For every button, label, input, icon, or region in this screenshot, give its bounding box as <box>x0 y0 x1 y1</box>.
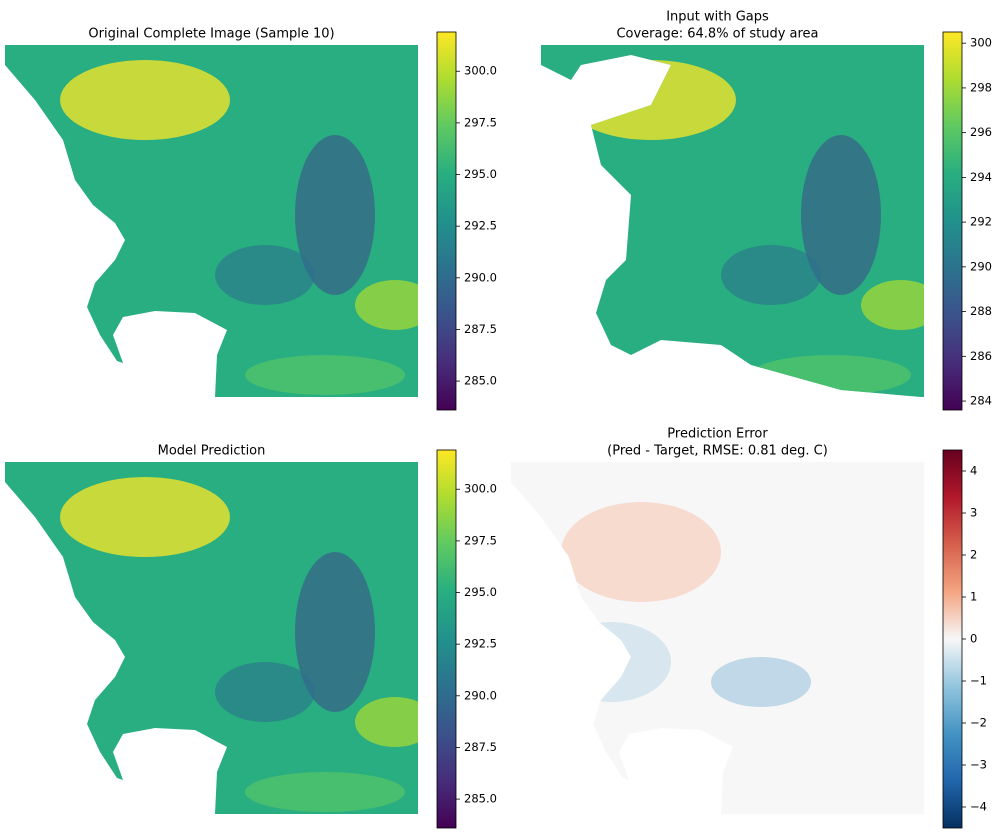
chart-subtitle: Coverage: 64.8% of study area <box>616 27 818 42</box>
colorbar-tick-label: 297.5 <box>464 115 497 129</box>
colorbar-tick-label: 287.5 <box>464 740 497 754</box>
colorbar-tick-label: −2 <box>970 716 987 730</box>
colorbar-tick-label: 294 <box>970 170 992 184</box>
colorbar-tick-label: 295.0 <box>464 167 497 181</box>
texture <box>295 135 375 295</box>
colorbar-tick-label: 298 <box>970 80 992 94</box>
texture <box>60 477 230 557</box>
colorbar-tick-label: −4 <box>970 800 987 814</box>
colorbar-tick-label: 292 <box>970 215 992 229</box>
colorbar-tick-label: 292.5 <box>464 637 497 651</box>
texture <box>355 697 418 747</box>
texture <box>295 552 375 712</box>
chart-title: Prediction Error <box>667 427 768 442</box>
texture <box>566 60 736 140</box>
colorbar-tick-label: 300.0 <box>464 64 497 78</box>
colorbar-tick-label: −3 <box>970 758 987 772</box>
colorbar-tick-label: −1 <box>970 674 987 688</box>
colorbar-tick-label: 1 <box>970 590 977 604</box>
colorbar <box>942 449 963 829</box>
colorbar-tick-label: 296 <box>970 125 992 139</box>
colorbar-tick-label: 284 <box>970 394 992 408</box>
chart-title: Original Complete Image (Sample 10) <box>88 27 334 42</box>
texture <box>561 502 721 602</box>
chart-subtitle: (Pred - Target, RMSE: 0.81 deg. C) <box>607 444 828 459</box>
colorbar <box>436 31 457 411</box>
texture <box>861 280 924 330</box>
colorbar-tick-label: 285.0 <box>464 792 497 806</box>
colorbar-tick-label: 300.0 <box>464 482 497 496</box>
texture <box>721 245 821 305</box>
texture <box>801 135 881 295</box>
colorbar-tick-label: 0 <box>970 632 977 646</box>
colorbar-tick-label: 295.0 <box>464 585 497 599</box>
image-texture <box>60 477 418 812</box>
texture <box>215 662 315 722</box>
chart-title: Model Prediction <box>158 444 266 459</box>
texture <box>245 772 405 812</box>
colorbar-tick-label: 292.5 <box>464 219 497 233</box>
colorbar-tick-label: 2 <box>970 548 977 562</box>
colorbar-tick-label: 300 <box>970 36 992 50</box>
chart-title: Input with Gaps <box>666 10 769 25</box>
texture <box>355 280 418 330</box>
texture <box>711 657 811 707</box>
colorbar-tick-label: 4 <box>970 464 977 478</box>
texture <box>60 60 230 140</box>
colorbar-tick-label: 290.0 <box>464 270 497 284</box>
colorbar-tick-label: 288 <box>970 304 992 318</box>
texture <box>245 355 405 395</box>
colorbar-tick-label: 286 <box>970 349 992 363</box>
texture <box>551 622 671 702</box>
colorbar-tick-label: 285.0 <box>464 374 497 388</box>
colorbar-tick-label: 3 <box>970 506 977 520</box>
texture <box>751 355 911 395</box>
colorbar-tick-label: 290.0 <box>464 688 497 702</box>
texture <box>215 245 315 305</box>
colorbar <box>942 31 963 411</box>
colorbar-tick-label: 297.5 <box>464 533 497 547</box>
colorbar-tick-label: 290 <box>970 259 992 273</box>
image-texture <box>60 60 418 395</box>
colorbar <box>436 449 457 829</box>
image-area <box>511 462 924 814</box>
colorbar-tick-label: 287.5 <box>464 322 497 336</box>
